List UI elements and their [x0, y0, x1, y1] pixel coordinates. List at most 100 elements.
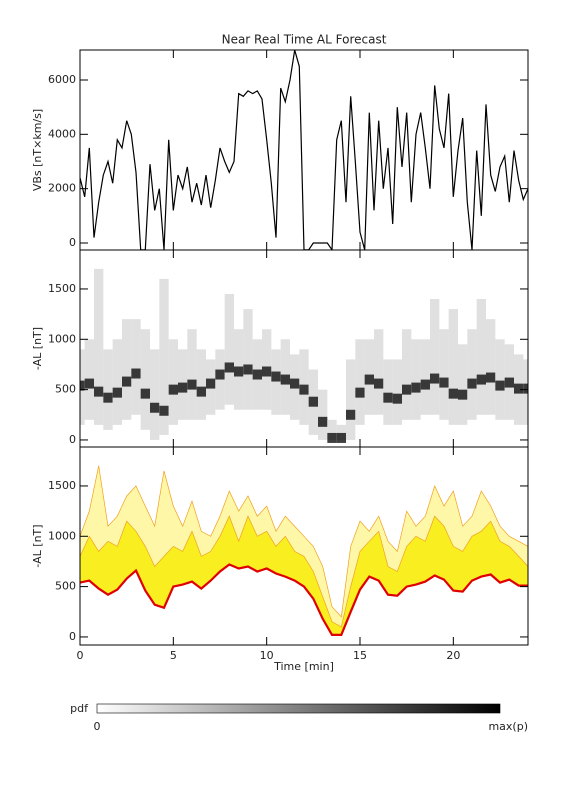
density-range	[243, 309, 253, 410]
density-range	[112, 339, 122, 425]
band-area	[80, 516, 528, 635]
density-peak	[392, 393, 402, 404]
density-range	[215, 349, 225, 410]
median-line	[80, 563, 528, 636]
density-range	[131, 319, 141, 415]
x-tick-label: 10	[260, 649, 274, 662]
y-tick-label: 0	[69, 630, 76, 643]
y-axis-label: VBs [nT×km/s]	[31, 109, 44, 191]
density-peak	[159, 405, 169, 416]
density-range	[411, 339, 421, 420]
density-peak	[140, 388, 150, 399]
density-peak	[364, 374, 374, 385]
density-peak	[504, 377, 514, 388]
plot-area	[80, 465, 528, 636]
density-range	[383, 359, 393, 425]
density-range	[94, 268, 104, 425]
colorbar-max: max(p)	[488, 720, 528, 733]
density-peak	[252, 369, 262, 380]
density-peak	[318, 416, 328, 427]
y-tick-label: 500	[55, 383, 76, 396]
density-peak	[402, 384, 412, 395]
y-axis-label: -AL [nT]	[31, 327, 44, 370]
density-peak	[280, 374, 290, 385]
plot-area	[80, 268, 528, 443]
density-peak	[234, 366, 244, 377]
density-peak	[187, 379, 197, 390]
density-range	[159, 278, 169, 435]
density-range	[196, 349, 206, 420]
density-peak	[131, 368, 141, 379]
density-range	[467, 329, 477, 420]
panel-frame	[79, 446, 529, 646]
density-range	[430, 299, 440, 415]
density-range	[140, 329, 150, 430]
density-peak	[215, 369, 225, 380]
density-range	[355, 339, 365, 425]
density-peak	[206, 378, 216, 389]
x-tick-label: 5	[170, 649, 177, 662]
density-peak	[327, 432, 337, 443]
density-range	[374, 329, 384, 415]
y-tick-label: 1500	[48, 479, 76, 492]
density-peak	[523, 383, 528, 394]
y-tick-label: 1500	[48, 282, 76, 295]
density-range	[318, 389, 328, 440]
density-peak	[243, 364, 253, 375]
density-peak	[430, 373, 440, 384]
density-range	[495, 339, 505, 420]
density-peak	[420, 379, 430, 390]
density-range	[327, 419, 337, 440]
density-peak	[439, 377, 449, 388]
density-range	[271, 349, 281, 415]
band-edge	[80, 465, 528, 618]
y-tick-label: 0	[69, 236, 76, 249]
density-peak	[224, 362, 234, 373]
density-peak	[411, 382, 421, 393]
density-peak	[308, 396, 318, 407]
density-peak	[476, 374, 486, 385]
x-tick-label: 15	[353, 649, 367, 662]
y-tick-label: 6000	[48, 73, 76, 86]
data-line	[80, 50, 528, 250]
density-range	[187, 329, 197, 420]
density-range	[150, 349, 160, 440]
density-peak	[495, 380, 505, 391]
x-tick-label: 0	[77, 649, 84, 662]
density-peak	[80, 380, 85, 391]
density-range	[486, 319, 496, 415]
density-range	[336, 424, 346, 440]
x-tick-label: 20	[446, 649, 460, 662]
density-range	[103, 349, 113, 430]
plot-area	[80, 50, 528, 250]
density-peak	[112, 387, 122, 398]
density-peak	[168, 384, 178, 395]
density-range	[448, 309, 458, 425]
density-peak	[262, 366, 272, 377]
density-peak	[94, 386, 104, 397]
band-edge	[80, 515, 528, 628]
density-range	[402, 329, 412, 420]
y-tick-label: 2000	[48, 182, 76, 195]
density-range	[168, 339, 178, 425]
density-peak	[336, 432, 346, 443]
density-peak	[150, 402, 160, 413]
density-peak	[271, 371, 281, 382]
density-peak	[290, 378, 300, 389]
density-range	[346, 359, 356, 440]
y-tick-label: 1000	[48, 332, 76, 345]
density-range	[458, 344, 468, 425]
density-range	[392, 359, 402, 425]
density-range	[122, 319, 132, 420]
density-peak	[467, 378, 477, 389]
density-peak	[514, 383, 524, 394]
colorbar-min: 0	[94, 720, 101, 733]
density-peak	[458, 389, 468, 400]
x-axis-label: Time [min]	[273, 660, 334, 673]
y-tick-label: 0	[69, 433, 76, 446]
y-tick-label: 500	[55, 580, 76, 593]
y-axis-label: -AL [nT]	[31, 524, 44, 567]
density-peak	[84, 378, 94, 389]
